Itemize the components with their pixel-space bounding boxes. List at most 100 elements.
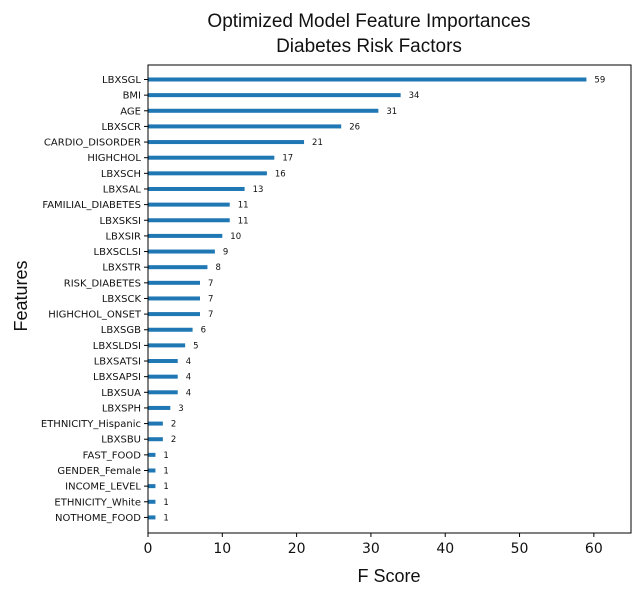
data-label: 31 [386,107,397,117]
y-tick-label: GENDER_Female [57,466,141,477]
y-tick-label: LBXSIR [105,231,141,242]
bar-lbxsgb [148,327,193,332]
data-label: 4 [186,373,191,383]
x-tick-label: 10 [213,541,231,557]
y-tick-label: LBXSBU [101,435,141,446]
data-label: 4 [186,388,191,398]
y-axis-label: Features [11,260,31,331]
bar-lbxscr [148,124,342,129]
y-tick-label: FAMILIAL_DIABETES [42,200,141,211]
data-label: 8 [215,263,220,273]
chart-subtitle: Diabetes Risk Factors [276,36,462,57]
data-label: 1 [163,498,168,508]
y-tick-label: LBXSKSI [100,216,141,227]
x-tick-labels: 0 10 20 30 40 50 60 [144,533,603,557]
y-tick-label: LBXSCK [102,294,142,305]
data-label: 11 [238,201,249,211]
x-tick-label: 50 [511,541,529,557]
y-tick-label: LBXSATSI [94,357,141,368]
data-label: 6 [201,326,206,336]
bar-lbxsir [148,233,223,238]
data-label: 34 [409,91,420,101]
data-label: 3 [178,404,183,414]
bar-bmi [148,93,401,98]
data-label: 7 [208,294,213,304]
y-tick-label: LBXSPH [102,403,141,414]
y-tick-label: FAST_FOOD [83,450,142,461]
data-label: 4 [186,357,191,367]
bar-risk-diabetes [148,280,201,285]
y-tick-label: LBXSCH [101,169,141,180]
data-label: 26 [349,122,360,132]
data-label: 21 [312,138,323,148]
bar-lbxsatsi [148,359,178,364]
data-label: 9 [223,248,228,258]
y-tick-label: HIGHCHOL_ONSET [48,310,142,321]
chart-title: Optimized Model Feature Importances [207,11,530,32]
x-tick-label: 0 [144,541,153,557]
bar-lbxsldsi [148,343,186,348]
data-label: 16 [275,169,286,179]
y-tick-label: LBXSGL [102,75,141,86]
bar-highchol-onset [148,312,201,317]
y-tick-label: LBXSAPSI [93,372,141,383]
data-label: 13 [253,185,264,195]
bar-ethnicity-white [148,499,156,504]
x-tick-label: 20 [288,541,306,557]
data-label: 59 [594,76,605,86]
bar-lbxsal [148,186,245,191]
y-tick-label: LBXSUA [101,388,141,399]
bar-gender-female [148,468,156,473]
plot-frame [147,64,632,534]
bar-lbxsgl [148,77,587,82]
y-tick-labels: LBXSGL BMI AGE LBXSCR CARDIO_DISORDER HIGHCHO… [41,75,148,524]
y-tick-label: ETHNICITY_Hispanic [41,419,141,430]
y-tick-label: BMI [123,91,141,102]
data-label: 1 [163,451,168,461]
bar-income-level [148,484,156,489]
y-tick-label: CARDIO_DISORDER [44,138,141,149]
bar-lbxstr [148,265,208,270]
data-label: 7 [208,310,213,320]
bar-familial-diabetes [148,202,230,207]
bar-lbxsapsi [148,374,178,379]
bar-fast-food [148,452,156,457]
bar-ethnicity-hispanic [148,421,163,426]
bar-lbxsph [148,405,171,410]
plot-area: 5934312621171613111110987776544432211111… [41,64,632,557]
y-tick-label: AGE [120,106,141,117]
y-tick-label: RISK_DIABETES [64,278,141,289]
data-label: 1 [163,467,168,477]
data-label: 7 [208,279,213,289]
y-tick-label: LBXSCLSI [94,247,141,258]
bar-nothome-food [148,515,156,520]
x-tick-label: 40 [436,541,454,557]
y-tick-label: LBXSGB [101,325,141,336]
bar-cardio-disorder [148,140,305,145]
data-label: 11 [238,216,249,226]
x-tick-label: 30 [362,541,380,557]
bar-lbxsck [148,296,201,301]
bars [148,77,587,520]
bar-lbxsch [148,171,267,176]
x-tick-label: 60 [585,541,603,557]
y-tick-label: NOTHOME_FOOD [55,513,141,524]
y-tick-label: LBXSLDSI [93,341,141,352]
data-label: 2 [171,435,176,445]
data-label: 17 [282,154,293,164]
bar-highchol [148,155,275,160]
bar-lbxsbu [148,437,163,442]
bar-age [148,108,379,113]
bar-lbxsksi [148,218,230,223]
data-label: 10 [230,232,241,242]
y-tick-label: LBXSCR [101,122,141,133]
y-tick-label: ETHNICITY_White [54,497,141,508]
bar-lbxsclsi [148,249,215,254]
data-label: 2 [171,420,176,430]
x-axis-label: F Score [357,566,420,586]
y-tick-label: LBXSTR [102,263,141,274]
y-tick-label: LBXSAL [103,184,142,195]
data-label: 1 [163,482,168,492]
